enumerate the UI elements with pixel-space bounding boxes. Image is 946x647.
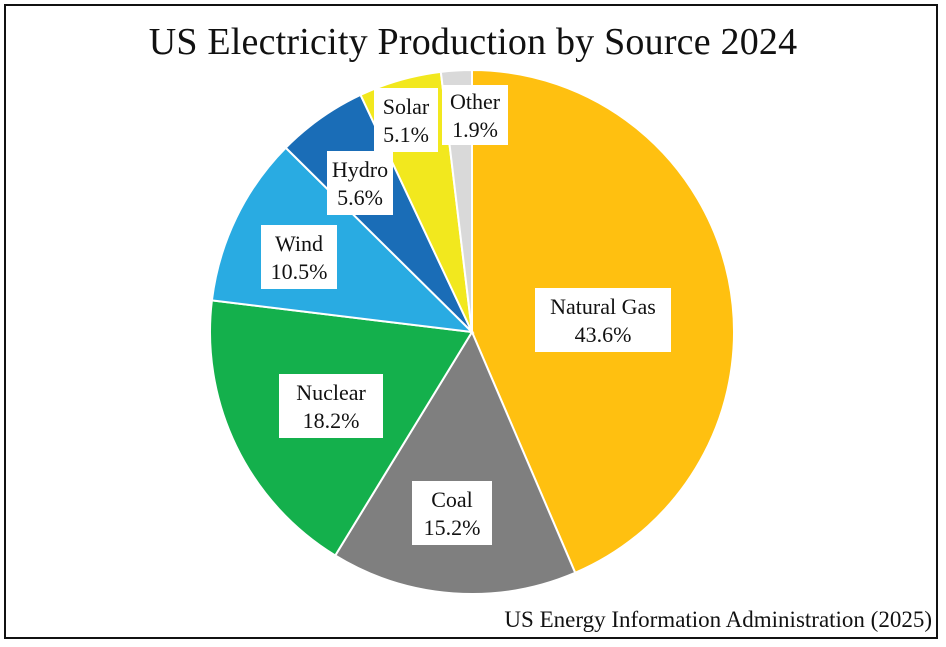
label-box [412, 481, 492, 545]
label-natural-gas: Natural Gas 43.6% [535, 288, 671, 352]
slice-percent: 18.2% [303, 408, 360, 433]
slice-percent: 43.6% [575, 322, 632, 347]
label-hydro: Hydro 5.6% [327, 151, 393, 215]
chart-title: US Electricity Production by Source 2024 [148, 21, 798, 63]
label-box [327, 151, 393, 215]
slice-name: Other [450, 89, 501, 114]
slice-name: Coal [431, 487, 473, 512]
slice-percent: 5.1% [383, 122, 429, 147]
label-box [261, 225, 337, 289]
label-other: Other 1.9% [442, 85, 508, 145]
slice-percent: 15.2% [424, 515, 481, 540]
label-box [535, 288, 671, 352]
slice-name: Natural Gas [550, 294, 656, 319]
pie-slices [209, 68, 736, 595]
slice-name: Wind [275, 231, 323, 256]
slice-name: Nuclear [296, 380, 366, 405]
label-wind: Wind 10.5% [261, 225, 337, 289]
source-caption: US Energy Information Administration (20… [504, 607, 932, 632]
slice-percent: 1.9% [452, 117, 498, 142]
label-box [374, 88, 438, 152]
slice-percent: 5.6% [337, 185, 383, 210]
label-box [442, 85, 508, 145]
pie-labels: Natural Gas 43.6% Coal 15.2% Nuclear 18.2% Win… [261, 85, 671, 545]
slice-coal [333, 329, 577, 595]
label-box [279, 374, 383, 438]
label-nuclear: Nuclear 18.2% [279, 374, 383, 438]
slice-name: Solar [383, 94, 430, 119]
slice-percent: 10.5% [271, 259, 328, 284]
label-solar: Solar 5.1% [374, 88, 438, 152]
slice-name: Hydro [332, 157, 388, 182]
label-coal: Coal 15.2% [412, 481, 492, 545]
